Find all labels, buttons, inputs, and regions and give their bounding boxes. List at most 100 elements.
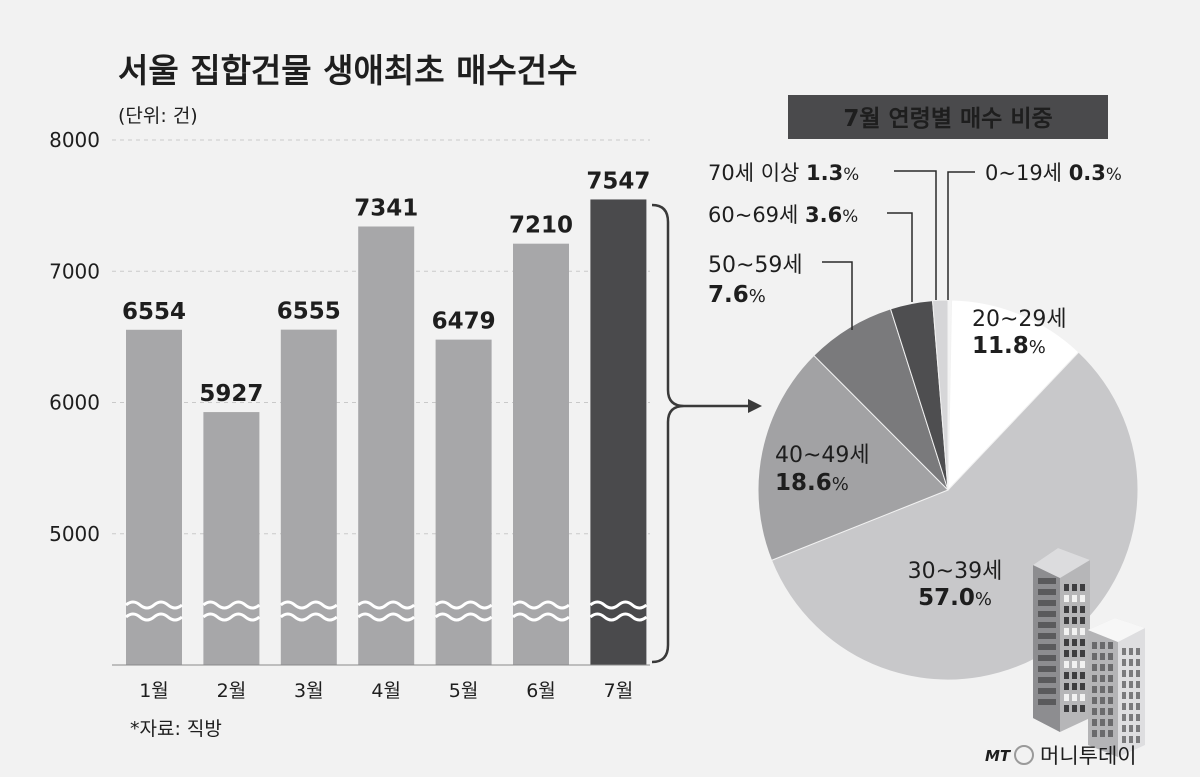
window bbox=[1072, 694, 1077, 701]
window bbox=[1136, 736, 1140, 743]
logo-text: 머니투데이 bbox=[1040, 744, 1137, 768]
window bbox=[1108, 719, 1113, 726]
window bbox=[1108, 664, 1113, 671]
window bbox=[1080, 683, 1085, 690]
x-tick-label: 6월 bbox=[526, 680, 556, 702]
window bbox=[1064, 683, 1069, 690]
slice-name: 60~69세 bbox=[708, 203, 805, 227]
slice-value-suffix: % bbox=[843, 164, 859, 184]
tall-building-roof bbox=[1033, 548, 1090, 578]
logo-mark: MT bbox=[985, 747, 1012, 765]
arrow-head bbox=[748, 399, 762, 413]
pie-slice bbox=[757, 354, 949, 562]
window bbox=[1038, 622, 1056, 628]
bar-chart: 서울 집합건물 생애최초 매수건수 (단위: 건) 8000 7000 6000 5000… bbox=[49, 51, 650, 740]
window bbox=[1122, 659, 1126, 666]
y-tick-label: 6000 bbox=[49, 391, 100, 415]
leader-line bbox=[887, 212, 913, 302]
window bbox=[1092, 642, 1097, 649]
bar bbox=[358, 226, 415, 665]
axis-break-wave bbox=[279, 612, 338, 622]
window bbox=[1080, 595, 1085, 602]
slice-value-label: 57.0% bbox=[918, 585, 992, 611]
window bbox=[1072, 661, 1077, 668]
window bbox=[1064, 595, 1069, 602]
window bbox=[1129, 725, 1133, 732]
leader-line bbox=[894, 170, 937, 300]
window bbox=[1122, 725, 1126, 732]
pie-slice bbox=[947, 299, 1080, 492]
bar-value-label: 7210 bbox=[509, 213, 573, 239]
slice-value-suffix: % bbox=[832, 474, 849, 495]
window bbox=[1080, 617, 1085, 624]
window bbox=[1122, 692, 1126, 699]
bar-value-label: 6555 bbox=[277, 299, 341, 325]
slice-value-label: 11.8% bbox=[972, 333, 1046, 359]
slice-label: 70세 이상 1.3% bbox=[708, 161, 859, 185]
window bbox=[1080, 650, 1085, 657]
slice-value-suffix: % bbox=[749, 286, 766, 307]
window bbox=[1092, 697, 1097, 704]
window bbox=[1080, 606, 1085, 613]
window bbox=[1129, 659, 1133, 666]
axis-break-wave bbox=[512, 612, 570, 622]
bar-value-label: 5927 bbox=[199, 381, 263, 407]
bar-value-label: 6554 bbox=[122, 299, 186, 325]
y-tick-label: 7000 bbox=[49, 259, 100, 283]
bar bbox=[513, 243, 569, 665]
window bbox=[1092, 730, 1097, 737]
window bbox=[1136, 659, 1140, 666]
x-tick-label: 3월 bbox=[294, 680, 324, 702]
slice-value-suffix: % bbox=[842, 206, 858, 226]
slice-value: 18.6 bbox=[775, 470, 832, 496]
brand-logo: MT 머니투데이 bbox=[985, 744, 1137, 768]
window bbox=[1122, 648, 1126, 655]
slice-value: 7.6 bbox=[708, 282, 749, 308]
axis-break-wave bbox=[589, 600, 648, 610]
window bbox=[1072, 595, 1077, 602]
window bbox=[1038, 578, 1056, 584]
slice-value: 3.6 bbox=[805, 203, 842, 227]
window bbox=[1072, 639, 1077, 646]
window bbox=[1092, 675, 1097, 682]
window bbox=[1129, 670, 1133, 677]
window bbox=[1072, 705, 1077, 712]
slice-value: 0.3 bbox=[1069, 161, 1106, 185]
window bbox=[1108, 653, 1113, 660]
window bbox=[1080, 705, 1085, 712]
window bbox=[1108, 686, 1113, 693]
window bbox=[1100, 730, 1105, 737]
window bbox=[1136, 681, 1140, 688]
slice-value: 11.8 bbox=[972, 333, 1029, 359]
window bbox=[1038, 589, 1056, 595]
window bbox=[1038, 677, 1056, 683]
window bbox=[1129, 648, 1133, 655]
y-tick-label: 5000 bbox=[49, 522, 100, 546]
x-tick-label: 1월 bbox=[139, 680, 169, 702]
leader-line bbox=[822, 261, 853, 330]
slice-label: 0~19세 0.3% bbox=[985, 161, 1122, 185]
window bbox=[1072, 606, 1077, 613]
axis-break-wave bbox=[125, 600, 183, 610]
window bbox=[1122, 670, 1126, 677]
window bbox=[1038, 600, 1056, 606]
window bbox=[1100, 664, 1105, 671]
chart-title: 서울 집합건물 생애최초 매수건수 bbox=[118, 51, 578, 90]
axis-break-wave bbox=[202, 600, 261, 610]
pie-title: 7월 연령별 매수 비중 bbox=[843, 106, 1052, 132]
axis-break-wave bbox=[512, 600, 570, 610]
slice-name-label: 50~59세 bbox=[708, 253, 803, 278]
window bbox=[1064, 650, 1069, 657]
window bbox=[1092, 719, 1097, 726]
pie-title-banner bbox=[788, 95, 1108, 139]
axis-break-wave bbox=[434, 612, 493, 622]
window bbox=[1092, 653, 1097, 660]
window bbox=[1108, 697, 1113, 704]
window bbox=[1100, 675, 1105, 682]
axis-break-wave bbox=[125, 612, 183, 622]
bar bbox=[203, 412, 260, 665]
window bbox=[1136, 670, 1140, 677]
window bbox=[1129, 736, 1133, 743]
window bbox=[1129, 681, 1133, 688]
bar-value-label: 6479 bbox=[432, 309, 496, 335]
